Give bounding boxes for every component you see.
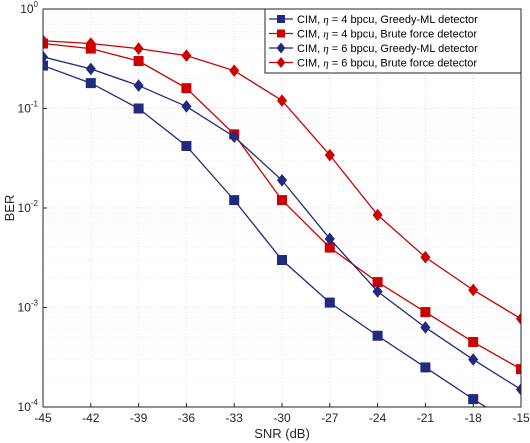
legend-item: CIM, η = 6 bpcu, Brute force detector <box>269 57 477 70</box>
data-point <box>181 83 192 94</box>
x-tick-label: -21 <box>417 411 435 425</box>
data-point <box>515 383 521 396</box>
x-axis-label: SNR (dB) <box>254 426 310 441</box>
y-tick-exponent: -3 <box>31 299 39 308</box>
data-point <box>468 394 479 405</box>
series-3 <box>43 50 521 396</box>
data-point <box>181 100 192 113</box>
x-tick-label: -27 <box>321 411 339 425</box>
data-point <box>133 56 144 67</box>
x-tick-label: -30 <box>273 411 291 425</box>
data-point <box>133 79 144 92</box>
data-point <box>324 232 335 246</box>
data-point <box>372 330 383 341</box>
data-point <box>372 285 383 298</box>
legend-item: CIM, η = 4 bpcu, Greedy-ML detector <box>269 14 478 26</box>
data-point <box>277 255 287 266</box>
data-point <box>181 140 192 151</box>
x-tick-label: -18 <box>465 411 483 425</box>
data-point <box>468 337 479 348</box>
data-point <box>372 208 383 222</box>
legend-label: CIM, η = 4 bpcu, Greedy-ML detector <box>297 14 478 26</box>
data-point <box>516 364 521 375</box>
major-grid <box>42 8 522 408</box>
data-point <box>517 425 526 434</box>
series-1 <box>43 60 526 434</box>
legend-box <box>264 8 522 74</box>
data-point <box>276 173 288 187</box>
x-tick-label: -36 <box>178 411 196 425</box>
data-point <box>324 148 335 162</box>
series-4 <box>43 34 521 326</box>
legend-label: CIM, η = 4 bpcu, Brute force detector <box>297 29 477 41</box>
data-point <box>43 60 48 71</box>
data-point <box>229 195 240 206</box>
legend-marker <box>277 15 285 23</box>
legend-item: CIM, η = 4 bpcu, Brute force detector <box>269 29 477 41</box>
series-2 <box>43 38 521 375</box>
data-point <box>515 312 521 326</box>
x-tick-label: -45 <box>34 411 52 425</box>
x-tick-label: -39 <box>130 411 148 425</box>
y-tick-exponent: -2 <box>31 199 39 208</box>
data-point <box>420 362 431 373</box>
x-tick-label: -33 <box>226 411 244 425</box>
y-tick-label: 10-3 <box>18 299 39 315</box>
series-layer <box>43 34 526 434</box>
y-tick-label: 100 <box>20 0 38 16</box>
data-point <box>181 49 192 62</box>
y-tick-exponent: 0 <box>34 0 39 9</box>
y-tick-exponent: -4 <box>31 398 39 407</box>
y-tick-exponent: -1 <box>31 100 39 109</box>
data-point <box>43 34 49 48</box>
y-tick-label: 10-1 <box>18 100 39 116</box>
x-tick-label: -24 <box>369 411 387 425</box>
data-point <box>229 64 240 77</box>
legend-item: CIM, η = 6 bpcu, Greedy-ML detector <box>269 42 478 55</box>
data-point <box>276 94 288 107</box>
legend-marker <box>276 42 286 54</box>
legend-label: CIM, η = 6 bpcu, Greedy-ML detector <box>297 43 478 55</box>
data-point <box>277 195 287 206</box>
data-point <box>420 250 431 264</box>
data-point <box>43 50 49 64</box>
x-tick-label: -15 <box>512 411 530 425</box>
x-tick-labels: -45 -42 -39 -36 -33 -30 -27 -24 -21 -18 -15 <box>34 403 530 425</box>
y-axis-label: BER <box>2 195 17 222</box>
data-point <box>420 321 431 334</box>
legend-marker <box>276 57 286 68</box>
data-point <box>229 130 240 144</box>
data-point <box>85 78 96 89</box>
data-point <box>133 42 144 55</box>
data-point <box>468 283 479 297</box>
legend-label: CIM, η = 6 bpcu, Brute force detector <box>297 58 477 70</box>
data-point <box>420 307 431 318</box>
x-tick-label: -42 <box>82 411 100 425</box>
legend: CIM, η = 4 bpcu, Greedy-ML detector CIM, … <box>264 8 522 74</box>
data-point <box>133 103 144 114</box>
y-tick-label: 10-2 <box>18 199 39 215</box>
data-point <box>324 297 335 308</box>
data-point <box>85 62 96 76</box>
legend-marker <box>277 29 285 38</box>
series-line <box>43 42 521 370</box>
data-point <box>468 353 479 366</box>
data-point <box>85 37 96 50</box>
